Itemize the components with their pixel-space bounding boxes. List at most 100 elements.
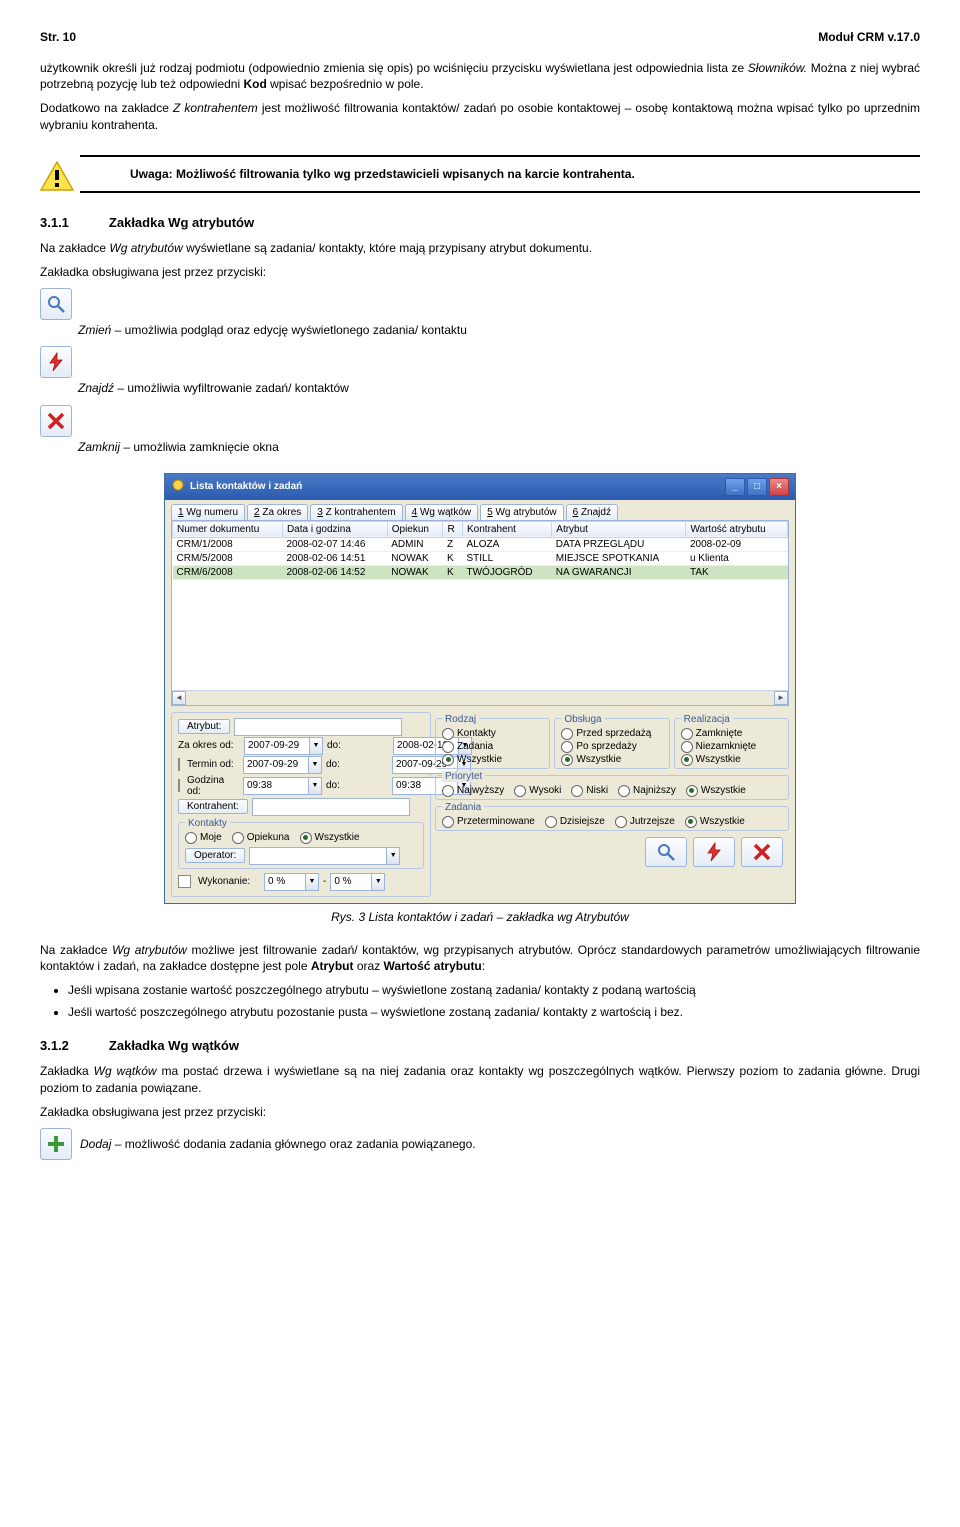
warning-box: Uwaga: Możliwość filtrowania tylko wg pr… xyxy=(80,155,920,193)
tab-1[interactable]: 2 Za okres xyxy=(247,504,308,520)
tool-dodaj-line: Dodaj – możliwość dodania zadania główne… xyxy=(40,1128,920,1160)
date-from-2[interactable]: 2007-09-29 xyxy=(243,756,309,774)
page-header: Str. 10 Moduł CRM v.17.0 xyxy=(40,30,920,44)
tab-5[interactable]: 6 Znajdź xyxy=(566,504,618,520)
kontrahent-input[interactable] xyxy=(252,798,410,816)
zamknij-desc: Zamknij – umożliwia zamknięcie okna xyxy=(78,439,920,455)
radio-p-wys[interactable]: Wysoki xyxy=(514,785,561,797)
col-header[interactable]: Opiekun xyxy=(387,521,443,537)
data-grid[interactable]: Numer dokumentuData i godzinaOpiekunRKon… xyxy=(171,520,789,706)
date-from-1[interactable]: 2007-09-29 xyxy=(244,737,310,755)
radio-o-przed[interactable]: Przed sprzedażą xyxy=(561,728,662,740)
operator-input[interactable] xyxy=(249,847,387,865)
p-311-2: Zakładka obsługiwana jest przez przycisk… xyxy=(40,264,920,280)
p-after-1: Na zakładce Wg atrybutów możliwe jest fi… xyxy=(40,942,920,974)
radio-z-wsz[interactable]: Wszystkie xyxy=(685,816,745,828)
radio-re-nie[interactable]: Niezamknięte xyxy=(681,741,782,753)
paragraph-intro-2: Dodatkowo na zakładce Z kontrahentem jes… xyxy=(40,100,920,132)
col-header[interactable]: Data i godzina xyxy=(282,521,387,537)
tab-2[interactable]: 3 Z kontrahentem xyxy=(310,504,402,520)
radio-p-najn[interactable]: Najniższy xyxy=(618,785,676,797)
table-row[interactable]: CRM/6/20082008-02-06 14:52NOWAKKTWÓJOGRÓ… xyxy=(173,565,788,579)
radio-z-prz[interactable]: Przeterminowane xyxy=(442,816,535,828)
radio-re-wszystkie[interactable]: Wszystkie xyxy=(681,754,782,766)
radio-r-kontakty[interactable]: Kontakty xyxy=(442,728,543,740)
tab-4[interactable]: 5 Wg atrybutów xyxy=(480,504,563,520)
termin-checkbox[interactable] xyxy=(178,758,180,771)
radio-p-najw[interactable]: Najwyższy xyxy=(442,785,504,797)
radio-z-ju[interactable]: Jutrzejsze xyxy=(615,816,675,828)
chevron-down-icon[interactable]: ▼ xyxy=(387,847,400,865)
p-311-1: Na zakładce Wg atrybutów wyświetlane są … xyxy=(40,240,920,256)
titlebar[interactable]: Lista kontaktów i zadań _ □ × xyxy=(165,474,795,500)
close-button[interactable]: × xyxy=(769,478,789,496)
chevron-down-icon[interactable]: ▼ xyxy=(309,756,322,774)
godzina-checkbox[interactable] xyxy=(178,779,180,792)
radio-p-wsz[interactable]: Wszystkie xyxy=(686,785,746,797)
kontrahent-button[interactable]: Kontrahent: xyxy=(178,799,248,814)
col-header[interactable]: Kontrahent xyxy=(463,521,552,537)
radio-r-zadania[interactable]: Zadania xyxy=(442,741,543,753)
filter-right: Rodzaj Kontakty Zadania Wszystkie Obsług… xyxy=(435,712,789,897)
znajdz-desc: Znajdź – umożliwia wyfiltrowanie zadań/ … xyxy=(78,380,920,396)
tabs: 1 Wg numeru2 Za okres3 Z kontrahentem4 W… xyxy=(165,500,795,520)
plus-icon xyxy=(40,1128,72,1160)
radio-o-po[interactable]: Po sprzedaży xyxy=(561,741,662,753)
col-header[interactable]: Wartość atrybutu xyxy=(686,521,788,537)
tool-zmien-line xyxy=(40,288,920,320)
zaokres-label: Za okres od: xyxy=(178,740,240,751)
tab-3[interactable]: 4 Wg wątków xyxy=(405,504,478,520)
radio-re-zam[interactable]: Zamknięte xyxy=(681,728,782,740)
window-title: Lista kontaktów i zadań xyxy=(190,481,302,492)
radio-z-dz[interactable]: Dzisiejsze xyxy=(545,816,605,828)
radio-r-wszystkie[interactable]: Wszystkie xyxy=(442,754,543,766)
heading-3-1-1: 3.1.1 Zakładka Wg atrybutów xyxy=(40,215,920,230)
col-header[interactable]: R xyxy=(443,521,463,537)
realizacja-fieldset: Realizacja Zamknięte Niezamknięte Wszyst… xyxy=(674,718,789,769)
atrybut-input[interactable] xyxy=(234,718,402,736)
chevron-down-icon[interactable]: ▼ xyxy=(372,873,385,891)
radio-p-nis[interactable]: Niski xyxy=(571,785,608,797)
time-from[interactable]: 09:38 xyxy=(243,777,309,795)
kontakty-fieldset: Kontakty Moje Opiekuna Wszystkie Operato… xyxy=(178,822,424,869)
p-312-1: Zakładka Wg wątków ma postać drzewa i wy… xyxy=(40,1063,920,1095)
wyk-to[interactable]: 0 % xyxy=(330,873,372,891)
horizontal-scrollbar[interactable]: ◄ ► xyxy=(172,690,788,705)
chevron-down-icon[interactable]: ▼ xyxy=(309,777,322,795)
radio-opiekuna[interactable]: Opiekuna xyxy=(232,832,290,844)
radio-wszystkie-k[interactable]: Wszystkie xyxy=(300,832,360,844)
col-header[interactable]: Atrybut xyxy=(552,521,686,537)
page-number: Str. 10 xyxy=(40,30,76,44)
filters-panel: Atrybut: Za okres od: 2007-09-29▼ do: 20… xyxy=(171,712,789,897)
chevron-down-icon[interactable]: ▼ xyxy=(310,737,323,755)
filter-left: Atrybut: Za okres od: 2007-09-29▼ do: 20… xyxy=(171,712,431,897)
p-312-2: Zakładka obsługiwana jest przez przycisk… xyxy=(40,1104,920,1120)
col-header[interactable]: Numer dokumentu xyxy=(173,521,283,537)
paragraph-intro-1: użytkownik określi już rodzaj podmiotu (… xyxy=(40,60,920,92)
edit-button[interactable] xyxy=(645,837,687,867)
atrybut-button[interactable]: Atrybut: xyxy=(178,719,230,734)
table-row[interactable]: CRM/1/20082008-02-07 14:46ADMINZALOZADAT… xyxy=(173,537,788,551)
scroll-right-icon[interactable]: ► xyxy=(774,691,788,705)
close-icon xyxy=(40,405,72,437)
dodaj-desc: Dodaj – możliwość dodania zadania główne… xyxy=(80,1137,476,1151)
radio-moje[interactable]: Moje xyxy=(185,832,222,844)
minimize-button[interactable]: _ xyxy=(725,478,745,496)
wyk-from[interactable]: 0 % xyxy=(264,873,306,891)
close-window-button[interactable] xyxy=(741,837,783,867)
zmien-desc: Zmień – umożliwia podgląd oraz edycję wy… xyxy=(78,322,920,338)
chevron-down-icon[interactable]: ▼ xyxy=(306,873,319,891)
filter-button[interactable] xyxy=(693,837,735,867)
bullet-list: Jeśli wpisana zostanie wartość poszczegó… xyxy=(68,982,920,1020)
wykonanie-checkbox[interactable] xyxy=(178,875,191,888)
radio-o-wszystkie[interactable]: Wszystkie xyxy=(561,754,662,766)
lightning-icon xyxy=(40,346,72,378)
maximize-button[interactable]: □ xyxy=(747,478,767,496)
window-icon xyxy=(171,478,185,495)
scroll-left-icon[interactable]: ◄ xyxy=(172,691,186,705)
warning-text: Uwaga: Możliwość filtrowania tylko wg pr… xyxy=(130,167,635,181)
tab-0[interactable]: 1 Wg numeru xyxy=(171,504,245,520)
table-row[interactable]: CRM/5/20082008-02-06 14:51NOWAKKSTILLMIE… xyxy=(173,551,788,565)
operator-button[interactable]: Operator: xyxy=(185,848,245,863)
tool-znajdz-line xyxy=(40,346,920,378)
